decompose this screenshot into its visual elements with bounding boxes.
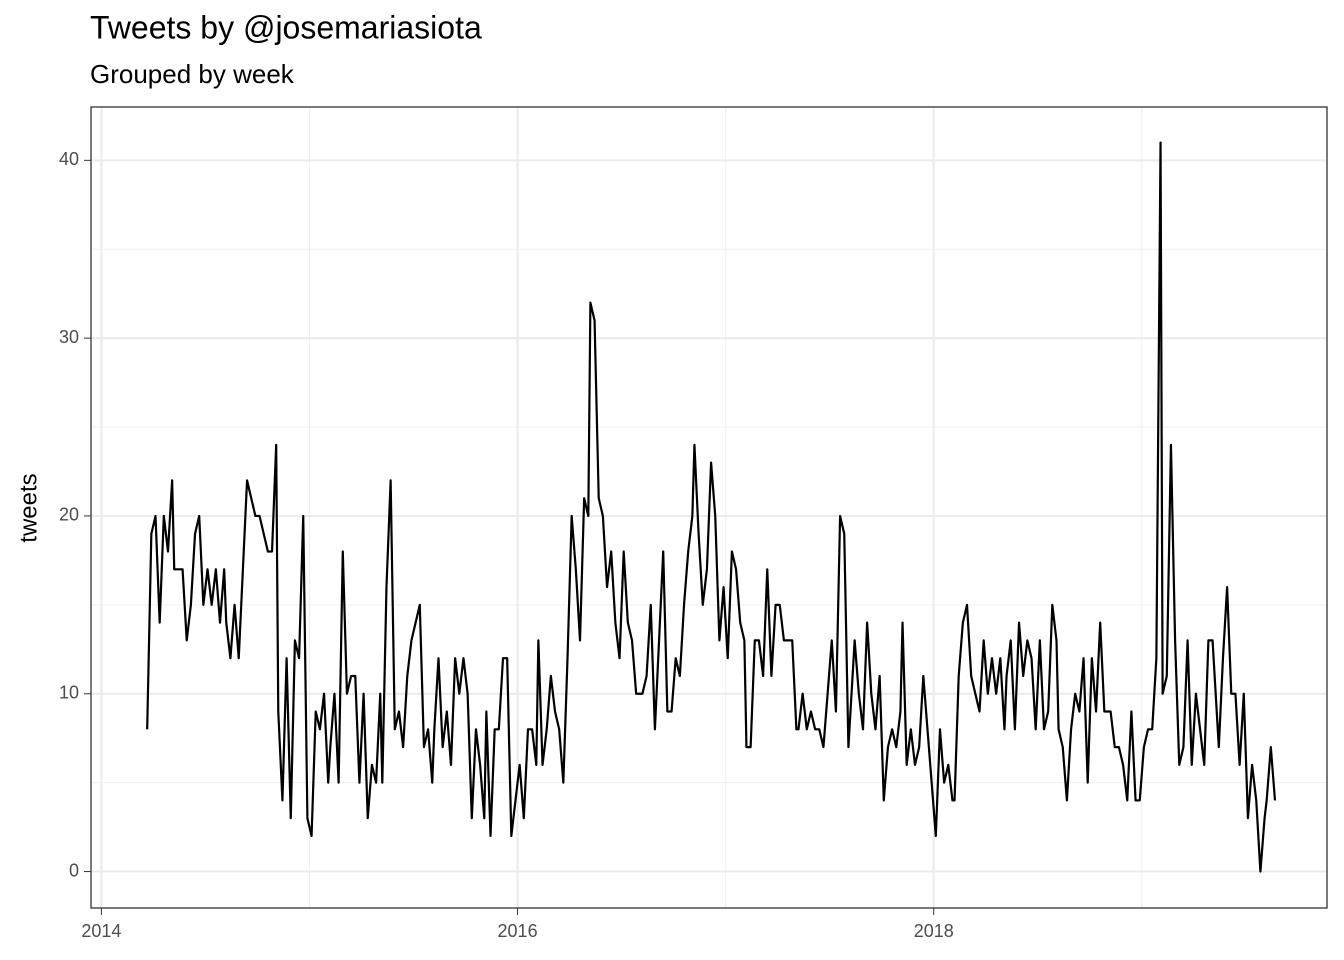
y-tick-label: 30 [59,327,79,347]
chart-subtitle: Grouped by week [90,59,295,89]
y-tick-label: 40 [59,149,79,169]
data-line [146,141,1277,873]
y-tick-label: 0 [69,860,79,880]
y-tick-label: 20 [59,505,79,525]
y-tick-label: 10 [59,682,79,702]
x-tick-label: 2016 [498,921,538,941]
x-tick-label: 2014 [81,921,121,941]
x-tick-label: 2018 [914,921,954,941]
plot-border [90,106,1328,909]
chart-title: Tweets by @josemariasiota [90,9,482,45]
y-axis-label: tweets [15,473,42,542]
